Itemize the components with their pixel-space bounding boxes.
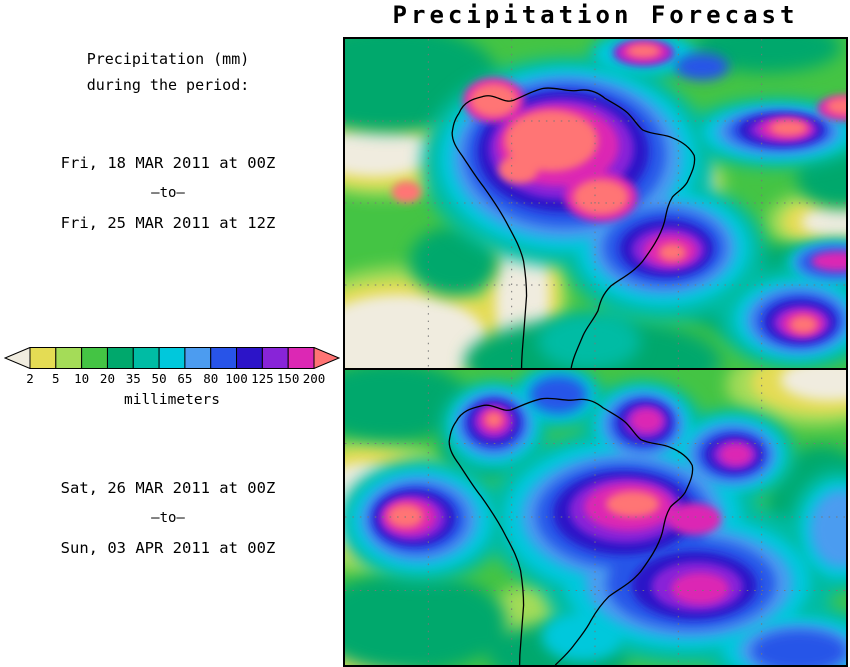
period-1-end: Fri, 25 MAR 2011 at 12Z: [60, 214, 276, 232]
colorbar: [3, 346, 341, 370]
legend-heading: Precipitation (mm) during the period:: [0, 46, 336, 98]
period-1-start: Fri, 18 MAR 2011 at 00Z: [60, 154, 276, 172]
colorbar-tick-label: 150: [276, 371, 300, 386]
colorbar-tick-label: 20: [99, 371, 115, 386]
coastline: [448, 397, 694, 665]
colorbar-tick-label: 50: [151, 371, 167, 386]
colorbar-units-label: millimeters: [123, 392, 221, 408]
period-1-separator: –to–: [151, 185, 185, 201]
coastline: [451, 87, 696, 368]
colorbar-tick-label: 35: [125, 371, 141, 386]
graticule: [345, 39, 846, 368]
colorbar-tick-label: 5: [52, 371, 60, 386]
period-2-start: Sat, 26 MAR 2011 at 00Z: [60, 479, 276, 497]
extreme-rain-layer: [391, 43, 846, 334]
period-2-separator: –to–: [151, 510, 185, 526]
forecast-map-period1: [343, 37, 848, 370]
forecast-map-period2: [343, 370, 848, 667]
colorbar-tick-label: 80: [203, 371, 219, 386]
period-2-block: Sat, 26 MAR 2011 at 00Z –to– Sun, 03 APR…: [0, 473, 336, 563]
colorbar-tick-label: 100: [225, 371, 248, 386]
page-title: Precipitation Forecast: [392, 1, 799, 29]
period-2-end: Sun, 03 APR 2011 at 00Z: [60, 539, 276, 557]
legend-heading-line1: Precipitation (mm): [86, 50, 250, 68]
colorbar-ticks: 2 5 10 20 35 50 65 80 100 125 150 200: [4, 371, 340, 387]
colorbar-tick-label: 125: [251, 371, 274, 386]
legend-heading-line2: during the period:: [86, 76, 250, 94]
colorbar-tick-label: 2: [26, 371, 34, 386]
precip-map-top-svg: [345, 39, 846, 368]
colorbar-tick-label: 65: [177, 371, 193, 386]
left-annotation-column: Precipitation (mm) during the period: Fr…: [0, 0, 341, 667]
colorbar-tick-label: 200: [302, 371, 326, 386]
precip-map-bottom-svg: [345, 370, 846, 665]
forecast-maps: [343, 37, 848, 667]
period-1-block: Fri, 18 MAR 2011 at 00Z –to– Fri, 25 MAR…: [0, 148, 336, 238]
extreme-rain-layer: [387, 411, 660, 528]
colorbar-tick-label: 10: [74, 371, 90, 386]
